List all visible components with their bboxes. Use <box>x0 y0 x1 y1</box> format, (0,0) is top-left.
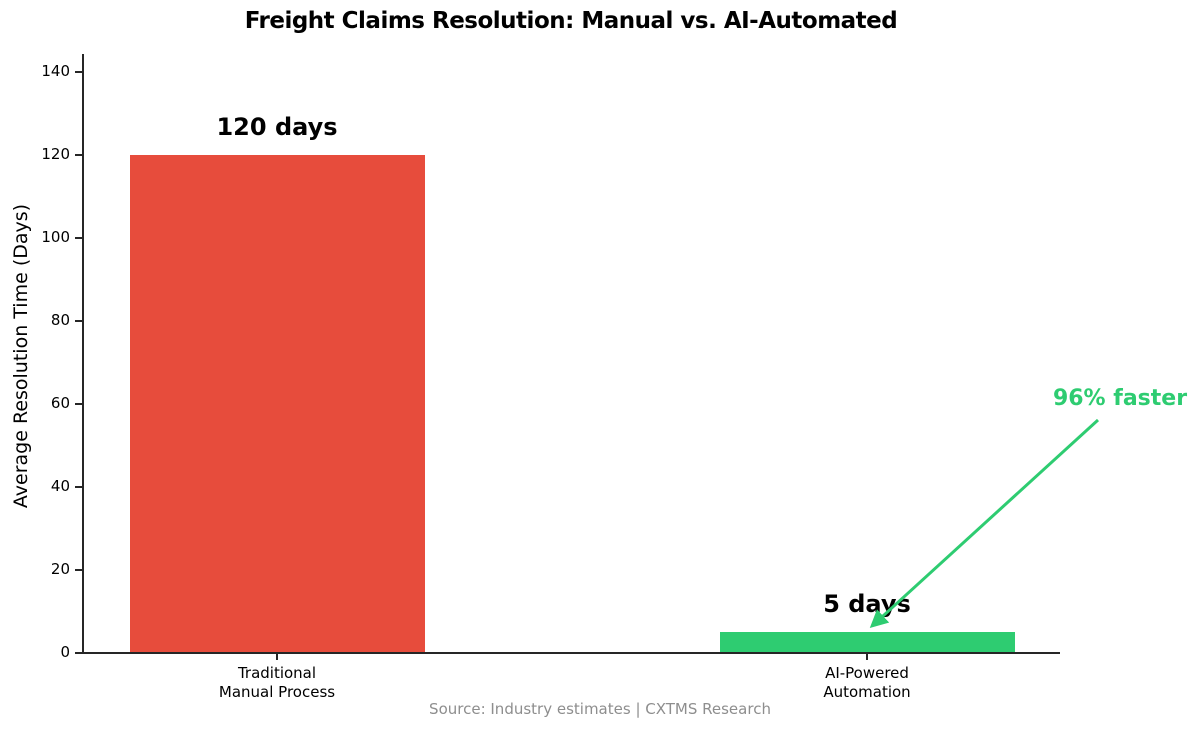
source-caption: Source: Industry estimates | CXTMS Resea… <box>429 700 771 718</box>
y-axis-line <box>82 54 84 654</box>
x-tick-label: Traditional Manual Process <box>218 664 336 701</box>
y-tick-mark <box>75 237 82 239</box>
y-tick-mark <box>75 71 82 73</box>
x-tick-label: AI-Powered Automation <box>823 664 911 701</box>
y-tick-label: 120 <box>41 145 70 163</box>
bar-ai <box>719 632 1015 652</box>
y-tick-label: 0 <box>60 643 70 661</box>
x-axis-line <box>82 652 1060 654</box>
y-tick-mark <box>75 652 82 654</box>
y-tick-label: 140 <box>41 62 70 80</box>
x-tick-mark <box>866 654 868 660</box>
y-tick-label: 60 <box>50 394 70 412</box>
y-axis-label: Average Resolution Time (Days) <box>10 203 32 509</box>
x-tick-mark <box>276 654 278 660</box>
y-tick-mark <box>75 569 82 571</box>
bar-value-label: 120 days <box>216 113 338 141</box>
y-tick-mark <box>75 486 82 488</box>
y-tick-label: 40 <box>50 477 70 495</box>
bar-value-label: 5 days <box>823 590 911 619</box>
y-tick-label: 20 <box>50 560 70 578</box>
y-tick-label: 80 <box>50 311 70 329</box>
bar-traditional <box>129 155 425 652</box>
y-tick-label: 100 <box>41 228 70 246</box>
y-tick-mark <box>75 154 82 156</box>
y-tick-mark <box>75 320 82 322</box>
y-tick-mark <box>75 403 82 405</box>
annotation-text: 96% faster <box>1052 386 1188 411</box>
chart-title: Freight Claims Resolution: Manual vs. AI… <box>244 8 898 34</box>
